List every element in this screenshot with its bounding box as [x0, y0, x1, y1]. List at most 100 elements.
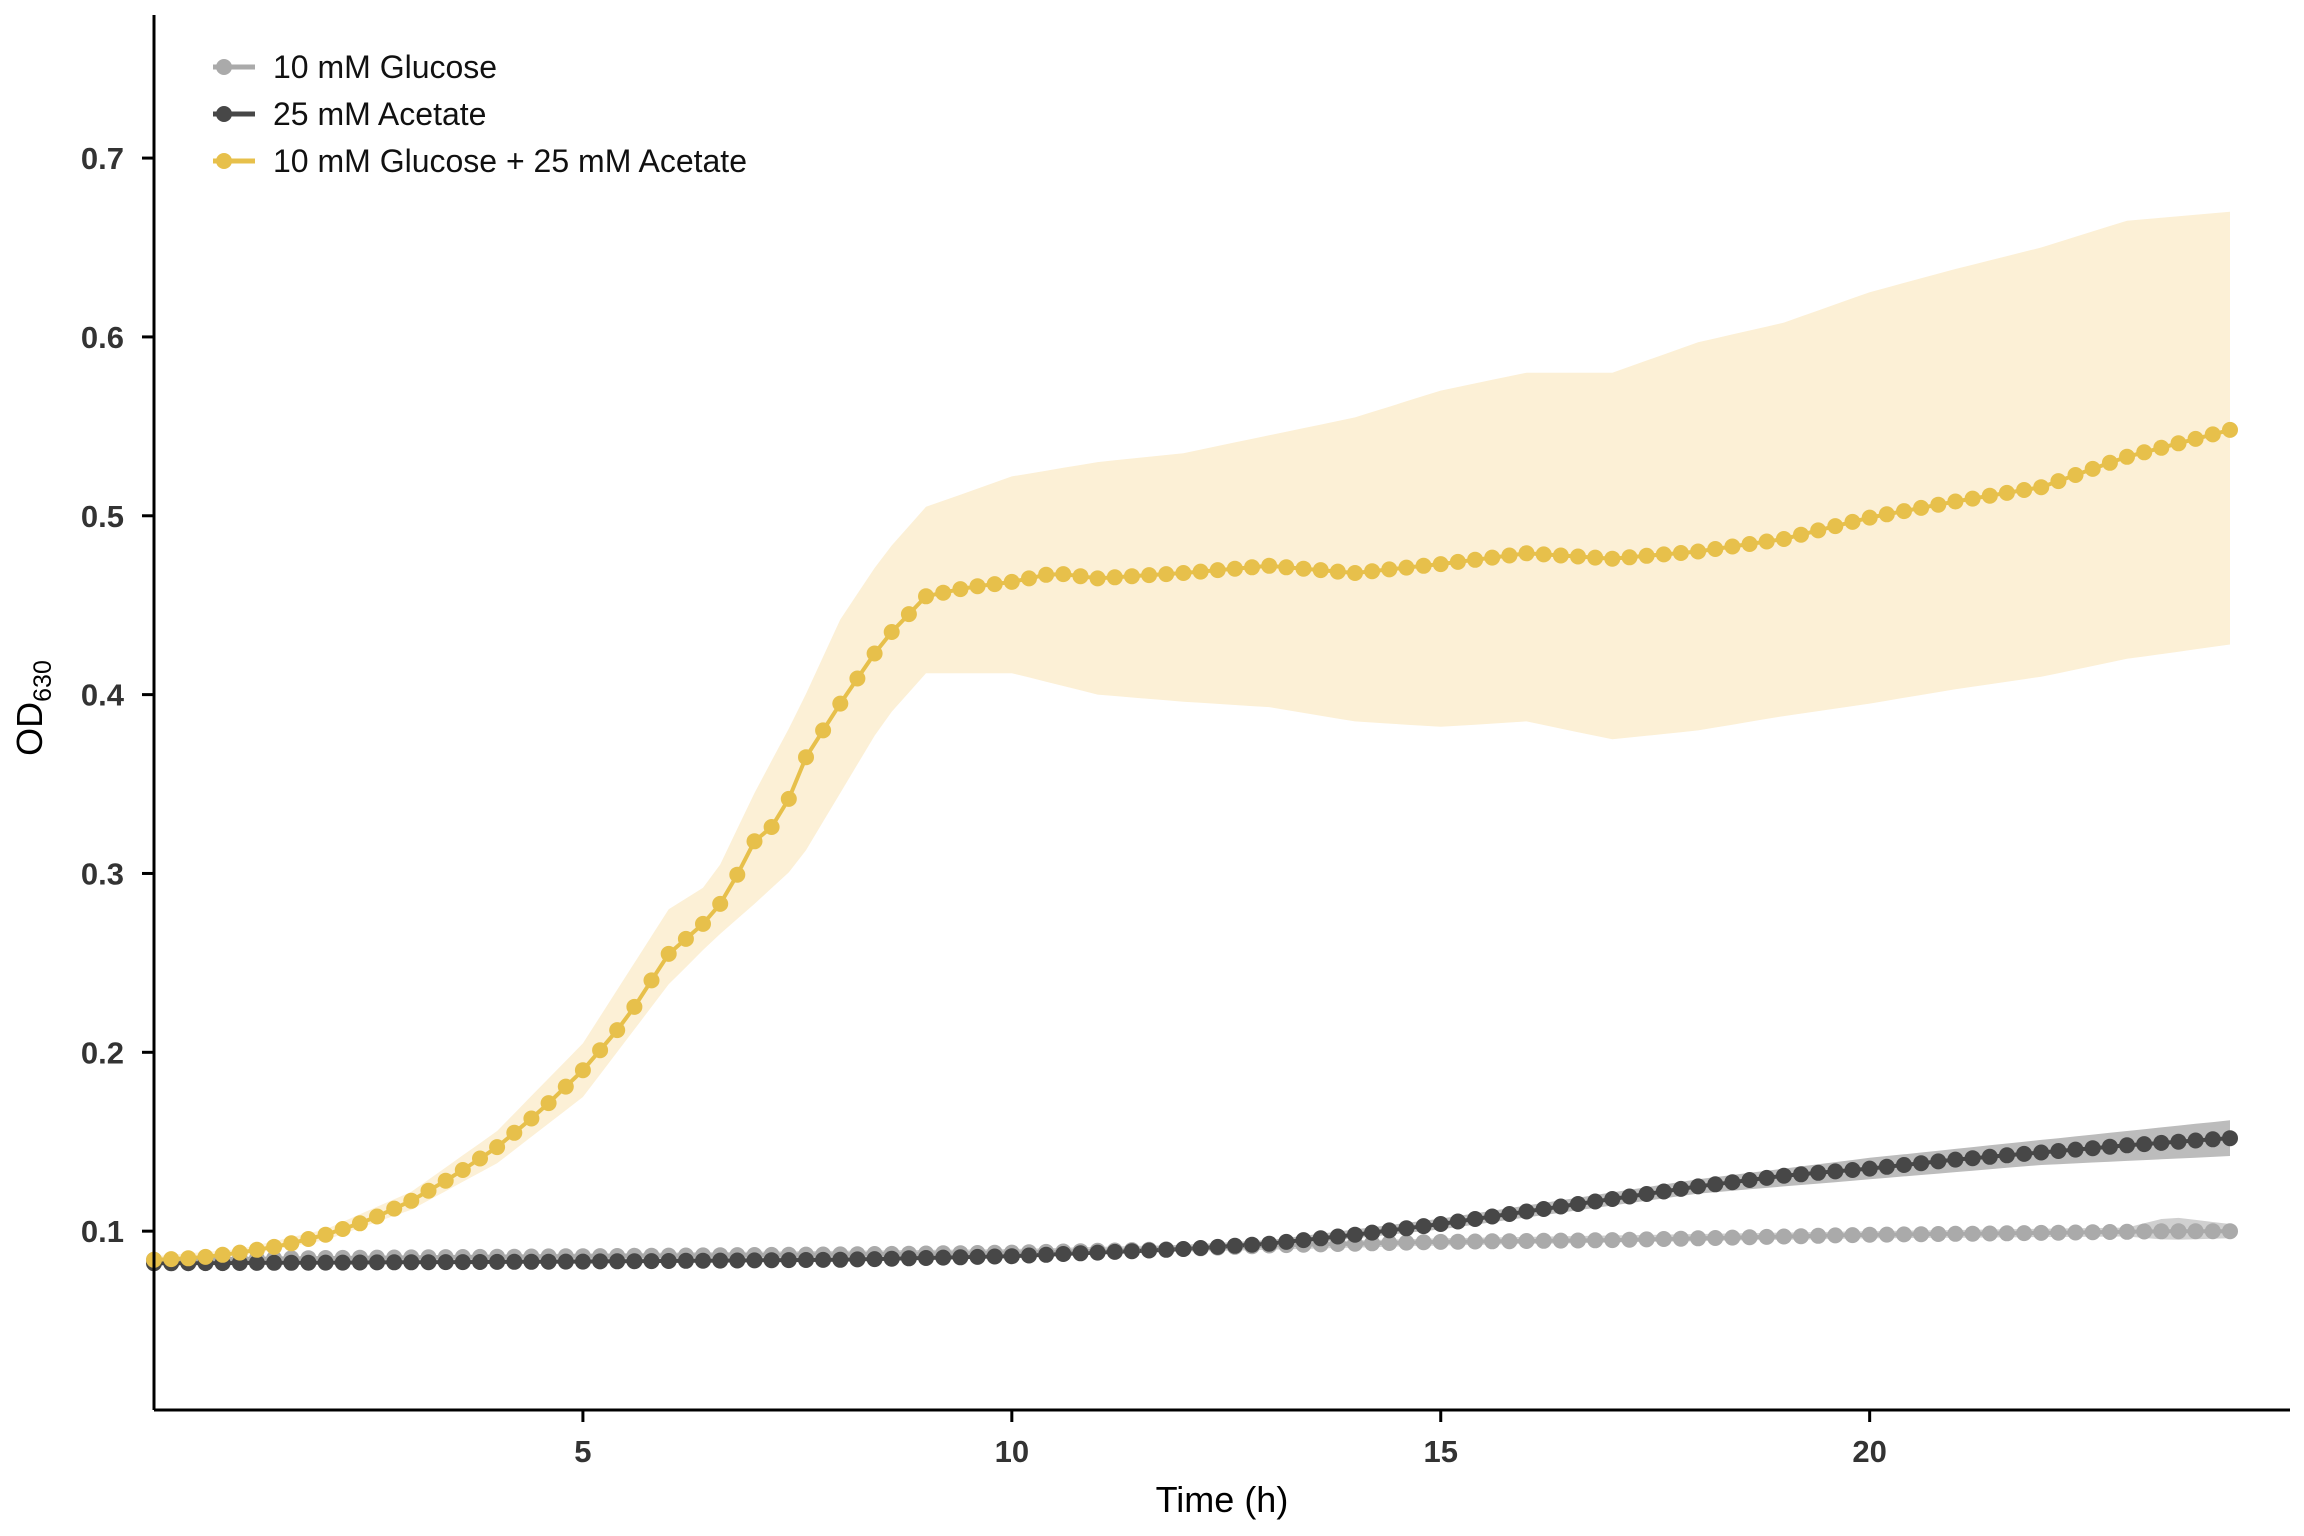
data-point [2204, 426, 2221, 443]
data-point [2136, 1136, 2153, 1153]
data-point [1981, 487, 1998, 504]
data-point [1724, 1229, 1741, 1246]
data-point [815, 1251, 832, 1268]
data-point [2084, 1140, 2101, 1157]
data-point [2204, 1223, 2221, 1240]
data-point [1244, 559, 1260, 576]
data-point [780, 1252, 797, 1269]
data-point [574, 1062, 591, 1079]
data-point [746, 833, 763, 850]
data-point [317, 1226, 334, 1243]
data-point [849, 670, 866, 687]
data-point [1930, 1153, 1947, 1170]
data-point [1913, 1155, 1930, 1172]
data-point [1896, 1157, 1912, 1173]
data-point [557, 1253, 574, 1270]
data-point [1278, 559, 1295, 576]
data-point [1055, 566, 1072, 583]
data-point [695, 915, 711, 932]
data-point [2222, 421, 2238, 438]
data-point [1261, 1235, 1278, 1252]
data-point [334, 1221, 351, 1237]
data-point [1827, 518, 1844, 535]
data-point [1106, 569, 1123, 586]
data-point [1158, 566, 1175, 583]
data-point [1381, 1235, 1398, 1251]
data-point [1604, 1232, 1621, 1249]
y-axis-title-main: OD [9, 702, 50, 756]
data-point [2136, 1223, 2153, 1240]
data-point [1861, 509, 1878, 526]
data-point [1467, 1233, 1484, 1250]
data-point [1347, 565, 1363, 581]
data-point [1930, 496, 1947, 513]
data-point [1038, 1246, 1055, 1263]
data-point [2170, 1133, 2187, 1150]
data-point [386, 1200, 403, 1217]
data-point [1913, 1226, 1930, 1243]
data-point [523, 1253, 540, 1270]
data-point [557, 1078, 574, 1095]
data-point [1449, 553, 1466, 570]
data-point [1775, 1167, 1792, 1184]
data-point [1072, 1245, 1089, 1262]
data-point [1604, 1191, 1621, 1207]
data-point [1587, 1232, 1604, 1249]
data-point [1123, 1243, 1140, 1260]
data-point [1707, 541, 1724, 557]
data-point [1878, 1158, 1895, 1175]
data-point [1621, 1188, 1638, 1205]
data-point [231, 1244, 248, 1261]
data-point [1398, 1220, 1415, 1237]
data-point [1552, 1232, 1569, 1249]
data-point [420, 1254, 437, 1271]
data-point [1192, 1240, 1209, 1256]
legend-swatch-marker [216, 59, 232, 75]
data-point [1964, 490, 1981, 507]
data-point [763, 1252, 780, 1269]
data-point [1415, 557, 1432, 574]
data-point [1552, 547, 1569, 564]
data-point [660, 1253, 677, 1269]
data-point [1861, 1226, 1878, 1243]
data-point [351, 1254, 368, 1271]
data-point [1570, 548, 1586, 565]
data-point [454, 1254, 471, 1271]
data-point [1467, 551, 1484, 568]
data-point [2153, 439, 2170, 456]
data-point [2016, 1225, 2033, 1242]
data-point [2033, 1224, 2050, 1241]
data-point [883, 1250, 900, 1267]
data-point [849, 1251, 866, 1268]
data-point [1741, 536, 1758, 552]
data-point [2084, 460, 2101, 477]
data-point [1672, 545, 1689, 561]
data-point [369, 1254, 385, 1271]
data-point [1381, 561, 1398, 578]
data-point [1707, 1176, 1724, 1193]
y-tick-label: 0.4 [81, 678, 125, 713]
data-point [540, 1253, 557, 1270]
data-point [1261, 557, 1278, 574]
data-point [1484, 1208, 1501, 1225]
data-point [2187, 1132, 2204, 1149]
data-point [1449, 1233, 1466, 1250]
data-point [866, 1251, 883, 1268]
data-point [1518, 1203, 1535, 1220]
data-point [1998, 484, 2015, 501]
data-point [437, 1172, 454, 1189]
data-point [1775, 1228, 1792, 1245]
data-point [1810, 1164, 1827, 1181]
data-point [300, 1254, 317, 1271]
data-point [1038, 566, 1055, 583]
data-point [1535, 1232, 1552, 1249]
data-point [1089, 1244, 1106, 1261]
data-point [1072, 568, 1089, 585]
data-point [592, 1042, 609, 1059]
data-point [351, 1215, 368, 1232]
data-point [1913, 499, 1930, 516]
legend-label: 25 mM Acetate [273, 96, 486, 132]
data-point [1878, 1226, 1895, 1243]
data-point [1570, 1196, 1586, 1212]
